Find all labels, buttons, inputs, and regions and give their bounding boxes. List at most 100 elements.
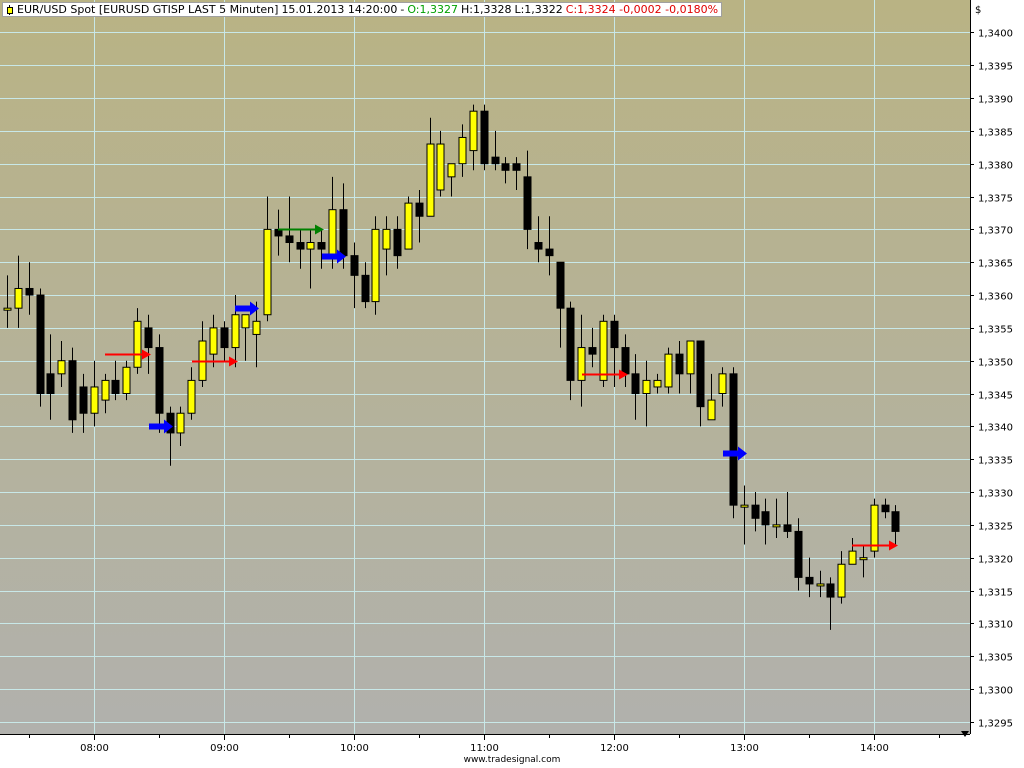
candle-down bbox=[501, 157, 510, 184]
time-axis: 08:00 09:00 10:00 11:00 12:00 13:00 14:00 bbox=[29, 734, 940, 754]
candle-up bbox=[382, 216, 391, 276]
candle-up bbox=[176, 406, 185, 447]
candle-body bbox=[566, 307, 575, 381]
candle-down bbox=[566, 301, 575, 401]
candle-up bbox=[469, 104, 478, 171]
candle-up bbox=[252, 301, 261, 368]
candle-body bbox=[556, 261, 565, 309]
candle-body bbox=[176, 412, 185, 434]
y-tick-label: 1,3340 bbox=[978, 423, 1013, 434]
candle-body bbox=[350, 255, 359, 276]
x-tick-label: 14:00 bbox=[860, 743, 889, 754]
candle-down bbox=[881, 498, 890, 519]
candle-down bbox=[393, 216, 402, 269]
candle-body bbox=[599, 320, 608, 381]
arrow-shaft bbox=[235, 305, 251, 312]
candle-body bbox=[241, 314, 250, 329]
candle-body bbox=[491, 156, 500, 165]
candle-body bbox=[317, 242, 326, 250]
candle-down bbox=[512, 157, 521, 190]
candle-down bbox=[296, 229, 305, 269]
candle-down bbox=[696, 340, 705, 427]
candle-body bbox=[631, 373, 640, 395]
candle-up bbox=[14, 255, 23, 328]
candle-body bbox=[469, 110, 478, 152]
candle-body bbox=[46, 373, 55, 395]
candle-body bbox=[740, 504, 749, 508]
candle-body bbox=[696, 340, 705, 408]
red-signal-arrow bbox=[582, 369, 628, 380]
candle-up bbox=[306, 229, 315, 289]
symbol-label: EUR/USD Spot [EURUSD GTISP LAST 5 Minute… bbox=[17, 3, 279, 16]
y-tick-label: 1,3385 bbox=[978, 128, 1013, 139]
candle-body bbox=[263, 228, 272, 316]
candle-body bbox=[187, 379, 196, 414]
candle-up bbox=[642, 360, 651, 427]
candle-up bbox=[404, 196, 413, 250]
candle-body bbox=[837, 563, 846, 598]
candle-up bbox=[101, 373, 110, 414]
close-label: C:1,3324 -0,0002 -0,0180% bbox=[565, 3, 719, 16]
candle-body bbox=[664, 353, 673, 388]
candle-body bbox=[816, 583, 825, 587]
header-separator: - bbox=[400, 3, 405, 16]
candle-down bbox=[144, 314, 153, 374]
arrow-head bbox=[337, 249, 346, 264]
x-tick-label: 12:00 bbox=[600, 743, 629, 754]
candle-up bbox=[686, 340, 695, 394]
y-tick-label: 1,3310 bbox=[978, 620, 1013, 631]
red-signal-arrow bbox=[105, 349, 151, 360]
candle-body bbox=[761, 511, 770, 526]
candle-body bbox=[144, 327, 153, 349]
candle-up bbox=[371, 216, 380, 315]
candle-up bbox=[436, 130, 445, 197]
candle-body bbox=[133, 320, 142, 368]
candle-body bbox=[361, 274, 370, 303]
candle-down bbox=[761, 498, 770, 545]
y-tick-label: 1,3400 bbox=[978, 29, 1013, 40]
candle-down bbox=[361, 262, 370, 309]
y-tick-label: 1,3350 bbox=[978, 358, 1013, 369]
candle-body bbox=[220, 327, 229, 349]
candle-down bbox=[783, 492, 792, 538]
candle-body bbox=[25, 287, 34, 296]
candle-down bbox=[68, 347, 77, 433]
arrow-head bbox=[738, 446, 747, 461]
candle-down bbox=[25, 262, 34, 315]
x-tick-label: 11:00 bbox=[470, 743, 499, 754]
open-label: O:1,3327 bbox=[407, 3, 458, 16]
candle-down bbox=[491, 130, 500, 171]
candle-body bbox=[588, 347, 597, 355]
candle-body bbox=[306, 242, 315, 250]
low-label: L:1,3322 bbox=[514, 3, 563, 16]
candle-down bbox=[523, 150, 532, 250]
candle-body bbox=[805, 576, 814, 585]
candle-body bbox=[382, 228, 391, 250]
candle-up bbox=[133, 308, 142, 374]
candle-body bbox=[252, 320, 261, 335]
candle-up bbox=[740, 485, 749, 545]
candle-body bbox=[859, 557, 868, 561]
currency-label: $ bbox=[975, 5, 981, 16]
y-tick-label: 1,3320 bbox=[978, 555, 1013, 566]
datetime-label: 15.01.2013 14:20:00 bbox=[281, 3, 398, 16]
candle-body bbox=[458, 136, 467, 165]
price-axis-area[interactable] bbox=[970, 0, 1024, 768]
candle-down bbox=[805, 557, 814, 598]
y-tick-label: 1,3315 bbox=[978, 588, 1013, 599]
candle-body bbox=[653, 379, 662, 388]
arrow-head bbox=[619, 369, 628, 380]
arrow-shaft bbox=[723, 450, 739, 457]
candle-up bbox=[209, 314, 218, 368]
candle-up bbox=[718, 367, 727, 407]
candle-body bbox=[534, 242, 543, 250]
signal-arrows bbox=[105, 224, 898, 551]
candle-body bbox=[296, 242, 305, 250]
candle-body bbox=[14, 287, 23, 309]
candle-up bbox=[772, 498, 781, 538]
candle-up bbox=[458, 124, 467, 177]
candle-down bbox=[36, 288, 45, 407]
candle-body bbox=[57, 360, 66, 375]
